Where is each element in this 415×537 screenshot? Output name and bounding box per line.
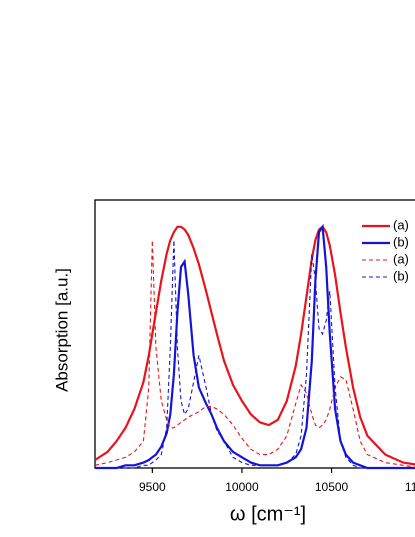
y-axis-label: Absorption [a.u.] (52, 268, 71, 392)
legend-label: (b) (393, 234, 409, 249)
x-tick-label: 11000 (405, 480, 415, 494)
plot-frame (94, 199, 415, 469)
x-axis-label: ω [cm⁻¹] (230, 503, 306, 525)
series-line (94, 240, 415, 468)
legend-label: (b) (393, 268, 409, 283)
legend-label: (a) (393, 251, 409, 266)
x-tick-label: 10000 (225, 480, 259, 494)
x-tick-label: 9500 (139, 480, 166, 494)
series-line (95, 240, 415, 469)
legend-label: (a) (393, 217, 409, 232)
x-tick-label: 10500 (315, 480, 349, 494)
series-line (94, 225, 415, 466)
